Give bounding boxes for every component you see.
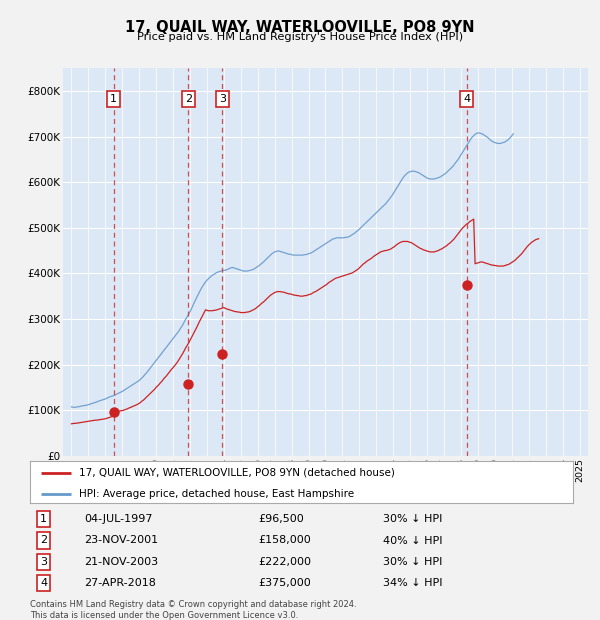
Text: 1: 1 [40, 514, 47, 524]
Text: 04-JUL-1997: 04-JUL-1997 [85, 514, 153, 524]
Text: £222,000: £222,000 [258, 557, 311, 567]
Text: 30% ↓ HPI: 30% ↓ HPI [383, 514, 442, 524]
Text: £96,500: £96,500 [258, 514, 304, 524]
Text: 2: 2 [40, 536, 47, 546]
Text: Contains HM Land Registry data © Crown copyright and database right 2024.
This d: Contains HM Land Registry data © Crown c… [30, 600, 356, 619]
Text: 4: 4 [40, 578, 47, 588]
Text: 40% ↓ HPI: 40% ↓ HPI [383, 536, 442, 546]
Text: 2: 2 [185, 94, 192, 104]
Text: 3: 3 [40, 557, 47, 567]
Text: 30% ↓ HPI: 30% ↓ HPI [383, 557, 442, 567]
Text: £375,000: £375,000 [258, 578, 311, 588]
Text: 34% ↓ HPI: 34% ↓ HPI [383, 578, 442, 588]
Text: 17, QUAIL WAY, WATERLOOVILLE, PO8 9YN (detached house): 17, QUAIL WAY, WATERLOOVILLE, PO8 9YN (d… [79, 467, 395, 477]
Text: 4: 4 [463, 94, 470, 104]
Text: 17, QUAIL WAY, WATERLOOVILLE, PO8 9YN: 17, QUAIL WAY, WATERLOOVILLE, PO8 9YN [125, 20, 475, 35]
Text: 3: 3 [218, 94, 226, 104]
Text: Price paid vs. HM Land Registry's House Price Index (HPI): Price paid vs. HM Land Registry's House … [137, 32, 463, 42]
Text: 27-APR-2018: 27-APR-2018 [85, 578, 156, 588]
Text: HPI: Average price, detached house, East Hampshire: HPI: Average price, detached house, East… [79, 489, 354, 498]
Text: 1: 1 [110, 94, 118, 104]
Text: 21-NOV-2003: 21-NOV-2003 [85, 557, 158, 567]
Text: £158,000: £158,000 [258, 536, 311, 546]
Text: 23-NOV-2001: 23-NOV-2001 [85, 536, 158, 546]
